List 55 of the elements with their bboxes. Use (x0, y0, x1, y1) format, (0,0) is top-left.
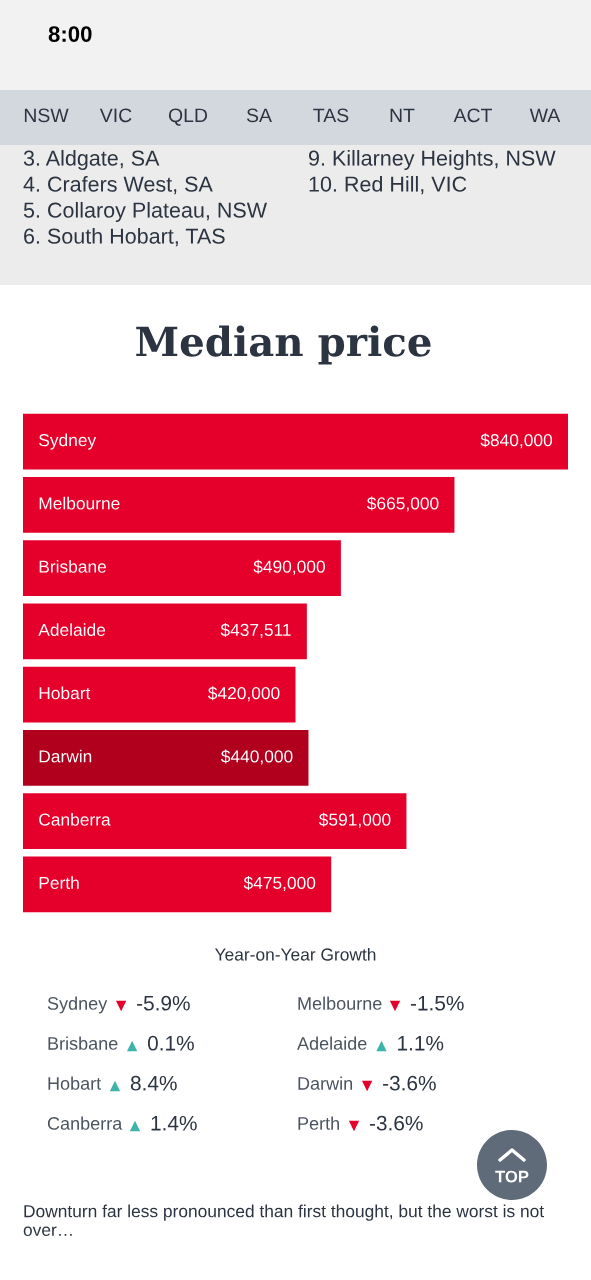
data-label: $665,000 (366, 496, 439, 512)
text: QLD (168, 108, 208, 126)
bar (23, 476, 455, 533)
data-label: $591,000 (318, 812, 391, 828)
data-label: $475,000 (243, 876, 316, 892)
text: TOP (495, 1170, 529, 1183)
text: ACT (453, 108, 492, 123)
text: Downturn far less pronounced than first thought, but the worst is not over… (23, 1204, 544, 1237)
text: WA (529, 108, 561, 123)
data-label: $437,511 (220, 623, 291, 639)
text: 4. Crafers West, SA (23, 175, 213, 195)
text: SA (246, 108, 272, 123)
data-label: -3.6% (369, 1115, 423, 1131)
data-label: $490,000 (253, 559, 325, 575)
category-label: Darwin (298, 1076, 353, 1090)
text: NT (390, 108, 415, 123)
bar (23, 856, 332, 913)
category-label: Perth (298, 1116, 339, 1130)
data-label: $420,000 (208, 686, 280, 702)
text: TAS (313, 108, 349, 123)
data-label: 8.4% (130, 1075, 177, 1091)
y-tick-label: Hobart (39, 686, 91, 700)
text: VIC (99, 108, 132, 123)
text: 8:00 (48, 26, 92, 42)
data-label: $840,000 (480, 433, 553, 449)
bar (23, 729, 309, 786)
y-tick-label: Sydney (39, 433, 97, 450)
data-label: 0.1% (147, 1035, 194, 1051)
data-label: -1.5% (410, 995, 464, 1011)
bar (23, 413, 568, 470)
text: NSW (24, 108, 69, 123)
y-tick-label: Canberra (39, 813, 111, 826)
data-label: $440,000 (220, 749, 293, 765)
y-tick-label: Adelaide (38, 623, 106, 637)
y-tick-label: Darwin (39, 749, 92, 763)
text: 5. Collaroy Plateau, NSW (23, 201, 268, 223)
y-tick-label: Perth (39, 876, 79, 890)
y-tick-label: Melbourne (39, 496, 120, 510)
text: 10. Red Hill, VIC (309, 175, 467, 195)
data-label: 1.1% (398, 1035, 444, 1051)
category-label: Melbourne (298, 996, 382, 1010)
data-label: 1.4% (151, 1115, 197, 1131)
text: 3. Aldgate, SA (23, 149, 160, 171)
category-label: Adelaide (297, 1036, 367, 1050)
chart-title: Median price (136, 325, 431, 365)
text: Year-on-Year Growth (214, 947, 376, 961)
data-label: -3.6% (383, 1075, 436, 1091)
bar (23, 793, 407, 850)
text: 9. Killarney Heights, NSW (309, 149, 556, 171)
bar (23, 666, 296, 723)
bar (23, 603, 307, 660)
text: 6. South Hobart, TAS (24, 227, 225, 247)
y-tick-label: Brisbane (39, 560, 107, 573)
bar (23, 540, 341, 597)
data-label: -5.9% (137, 995, 190, 1011)
